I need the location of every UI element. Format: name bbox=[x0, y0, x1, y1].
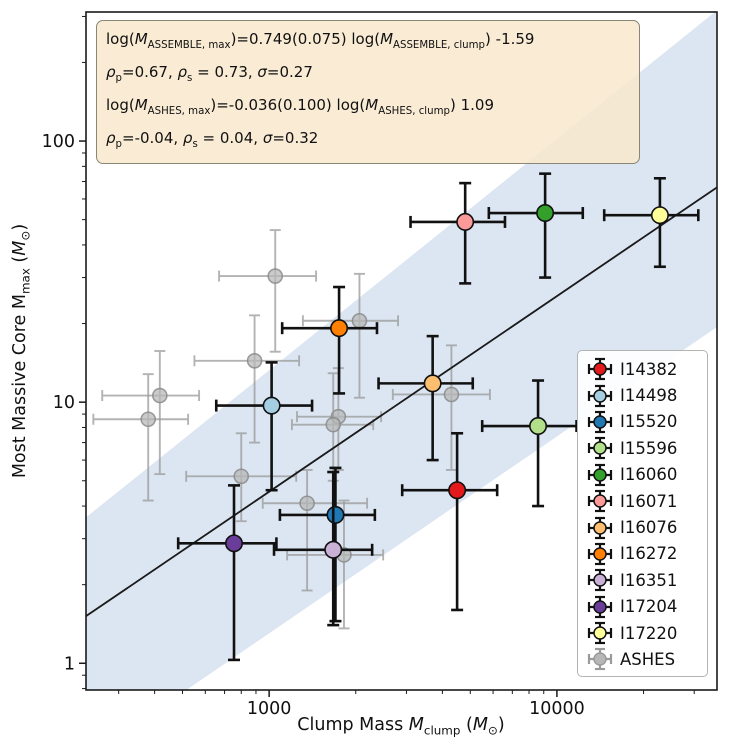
data-point-ashes-5 bbox=[299, 495, 315, 512]
legend-label: I17204 bbox=[620, 597, 678, 617]
data-point-I14382 bbox=[448, 481, 467, 500]
legend-item-I17204: I17204 bbox=[578, 594, 707, 620]
ashes-8-errorbars bbox=[391, 344, 491, 471]
data-point-ashes-1 bbox=[140, 411, 157, 428]
I16272-errorbars bbox=[280, 285, 379, 395]
legend-label: I17220 bbox=[620, 623, 678, 643]
legend-item-I16076: I16076 bbox=[578, 514, 707, 540]
legend-item-I15520: I15520 bbox=[578, 409, 707, 435]
data-point-I15520 bbox=[326, 505, 345, 524]
data-point-ashes-9 bbox=[351, 312, 368, 329]
legend-box: I14382 I14498 I15520 I15596 I16060 I1607… bbox=[577, 350, 708, 677]
legend-errorbar-glyph bbox=[587, 437, 613, 460]
ashes-5-errorbars bbox=[261, 468, 369, 592]
legend-label: I16351 bbox=[620, 570, 678, 590]
legend-label: I15520 bbox=[620, 412, 678, 432]
data-point-I15596 bbox=[529, 417, 548, 436]
legend-errorbar-glyph bbox=[587, 516, 613, 539]
legend-item-I16071: I16071 bbox=[578, 488, 707, 514]
y-tick-label-1: 1 bbox=[64, 654, 75, 674]
data-point-ashes-2 bbox=[267, 268, 284, 284]
legend-errorbar-glyph bbox=[587, 542, 613, 566]
x-tick-label-10000: 10000 bbox=[529, 699, 585, 719]
legend-errorbar-glyph bbox=[587, 569, 613, 592]
legend-item-I14498: I14498 bbox=[578, 382, 707, 408]
legend-label: I16060 bbox=[620, 465, 678, 485]
legend-label: I16272 bbox=[620, 544, 678, 564]
legend-item-ASHES: ASHES bbox=[578, 646, 707, 672]
legend-label: ASHES bbox=[620, 649, 676, 669]
ashes-9-errorbars bbox=[301, 272, 399, 399]
legend-item-I16060: I16060 bbox=[578, 462, 707, 488]
ashes-2-errorbars bbox=[218, 229, 318, 353]
fit-stats-line-1: log(MASSEMBLE, max)=0.749(0.075) log(MAS… bbox=[106, 30, 535, 51]
legend-errorbar-glyph bbox=[587, 463, 613, 486]
legend-errorbar-glyph bbox=[587, 410, 613, 434]
legend-label: I14382 bbox=[620, 359, 678, 379]
fit-stats-box: log(MASSEMBLE, max)=0.749(0.075) log(MAS… bbox=[96, 20, 640, 164]
legend-label: I14498 bbox=[620, 386, 678, 406]
data-point-I16272 bbox=[330, 319, 349, 338]
fit-stats-line-2: ρp=0.67, ρs = 0.73, σ=0.27 bbox=[106, 63, 313, 84]
y-tick-label-100: 100 bbox=[42, 132, 75, 152]
axis-ticks bbox=[79, 15, 695, 697]
legend-errorbar-glyph bbox=[587, 648, 613, 671]
y-tick-label-10: 10 bbox=[53, 393, 75, 413]
legend-item-I14382: I14382 bbox=[578, 356, 707, 382]
x-tick-label-1000: 1000 bbox=[247, 699, 292, 719]
data-point-ashes-8 bbox=[443, 386, 460, 403]
fit-stats-line-4: ρp=-0.04, ρs = 0.04, σ=0.32 bbox=[106, 129, 319, 150]
legend-label: I16076 bbox=[620, 518, 678, 538]
data-point-I16071 bbox=[456, 212, 475, 231]
fit-line bbox=[85, 186, 718, 617]
legend-item-I16272: I16272 bbox=[578, 541, 707, 567]
legend-label: I16071 bbox=[620, 491, 678, 511]
data-point-I17204 bbox=[225, 534, 244, 553]
legend-item-I17220: I17220 bbox=[578, 620, 707, 646]
data-point-ashes-7 bbox=[325, 416, 342, 433]
legend-errorbar-glyph bbox=[587, 384, 613, 407]
ashes-0-errorbars bbox=[101, 350, 201, 476]
legend-errorbar-glyph bbox=[587, 358, 613, 381]
fit-stats-line-3: log(MASHES, max)=-0.036(0.100) log(MASHE… bbox=[106, 96, 495, 117]
ashes-3-errorbars bbox=[193, 314, 301, 444]
x-axis-label: Clump Mass Mclump (M⊙) bbox=[297, 715, 505, 738]
data-point-I14498 bbox=[262, 396, 281, 415]
legend-errorbar-glyph bbox=[587, 490, 613, 513]
legend-errorbar-glyph bbox=[587, 621, 613, 645]
data-point-I16060 bbox=[536, 204, 555, 223]
I16060-errorbars bbox=[487, 172, 585, 279]
legend-label: I15596 bbox=[620, 438, 678, 458]
legend-item-I15596: I15596 bbox=[578, 435, 707, 461]
data-point-I16351 bbox=[324, 540, 343, 559]
data-point-I16076 bbox=[423, 374, 442, 393]
legend-errorbar-glyph bbox=[587, 595, 613, 618]
data-point-I17220 bbox=[650, 206, 669, 225]
legend-item-I16351: I16351 bbox=[578, 567, 707, 593]
data-point-ashes-4 bbox=[233, 468, 250, 485]
data-point-ashes-3 bbox=[246, 352, 263, 369]
data-point-ashes-0 bbox=[152, 387, 168, 404]
y-axis-label: Most Massive Core Mmax (M⊙) bbox=[9, 223, 33, 479]
plot-border bbox=[85, 11, 718, 691]
